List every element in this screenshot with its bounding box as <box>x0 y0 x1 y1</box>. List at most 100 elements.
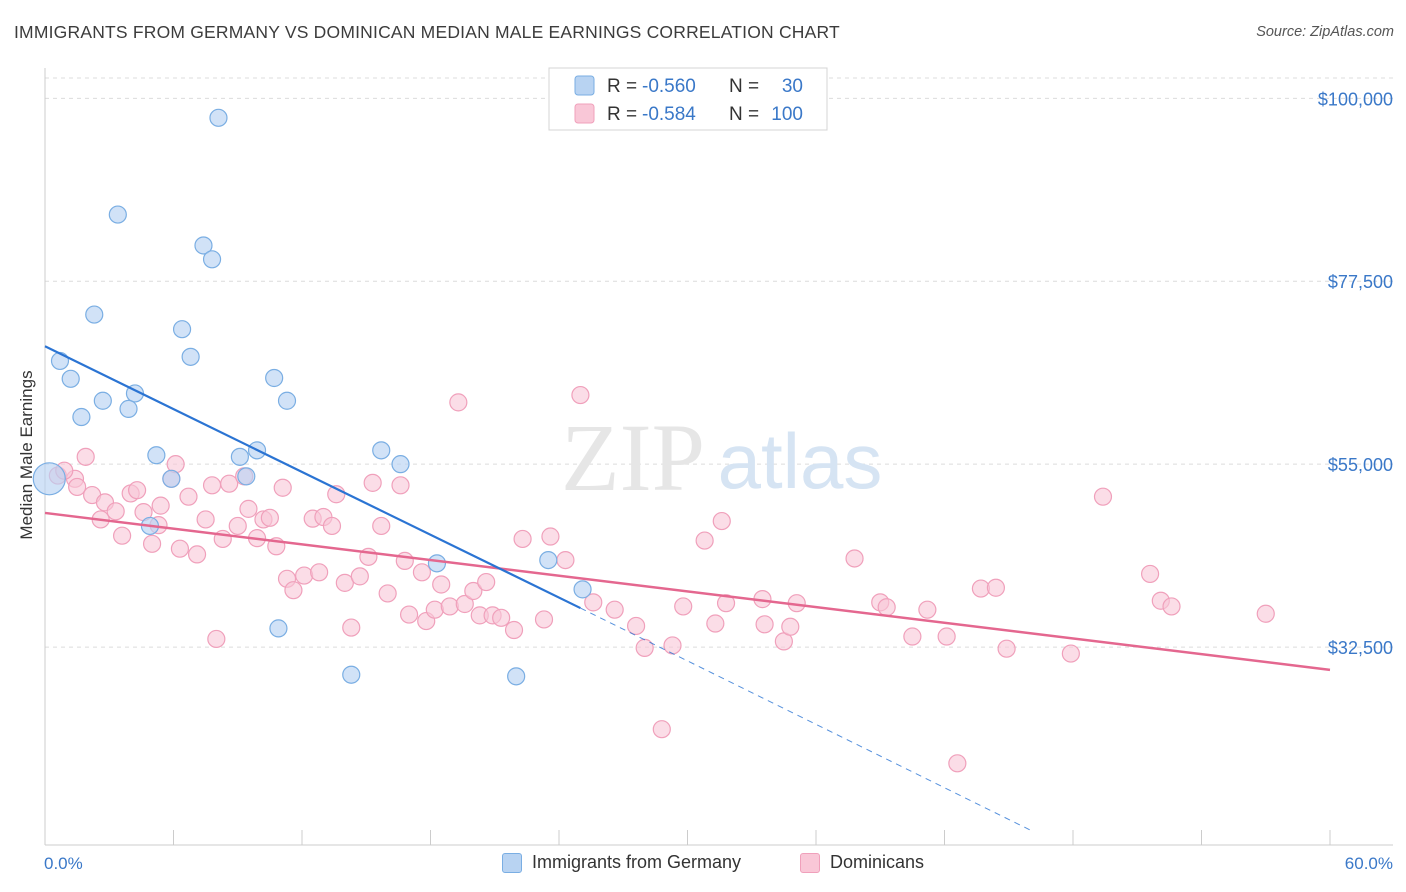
x-tick-label-max: 60.0% <box>1345 854 1393 873</box>
stats-r-label-2: R = <box>607 104 637 125</box>
dominicans-point <box>716 594 736 613</box>
stats-legend-box <box>548 67 828 131</box>
dominicans-point <box>220 474 239 493</box>
dominicans-point <box>712 511 731 531</box>
legend-item-germany[interactable]: Immigrants from Germany <box>502 852 741 873</box>
dominicans-point <box>635 638 654 657</box>
dominicans-point <box>207 629 226 649</box>
dominicans-point <box>378 584 397 603</box>
dominicans-point <box>322 516 342 536</box>
dominicans-point <box>350 567 369 586</box>
dominicans-point <box>372 516 391 536</box>
germany-point <box>93 391 112 410</box>
dominicans-point <box>571 385 590 405</box>
stats-n-label-2: N = <box>729 104 759 125</box>
germany-point <box>162 469 181 488</box>
stats-swatch-pink <box>574 103 595 124</box>
germany-point <box>230 447 249 466</box>
watermark: ZIP atlas <box>561 404 882 511</box>
dominicans-point <box>170 539 190 558</box>
dominicans-point <box>706 614 725 633</box>
stats-r-label-1: R = <box>607 76 637 97</box>
dominicans-point <box>504 620 524 640</box>
watermark-atlas: atlas <box>718 417 883 505</box>
dominicans-point <box>918 600 937 619</box>
dominicans-point <box>295 566 314 585</box>
legend-item-dominicans[interactable]: Dominicans <box>800 852 924 873</box>
dominicans-point <box>455 594 474 614</box>
dominicans-point <box>342 618 361 637</box>
dominicans-point <box>755 615 774 634</box>
dominicans-point <box>310 563 329 582</box>
stats-r-value-2: -0.584 <box>642 104 696 125</box>
y-tick-label: $32,500 <box>1328 638 1393 658</box>
dominicans-points <box>48 385 1275 773</box>
dominicans-point <box>903 627 922 646</box>
germany-point <box>194 236 213 255</box>
dominicans-point <box>151 496 170 515</box>
dominicans-point <box>663 636 682 655</box>
dominicans-point <box>391 476 410 495</box>
dominicans-point <box>425 600 444 619</box>
germany-trend-line <box>44 345 581 610</box>
y-tick-label: $100,000 <box>1318 89 1393 109</box>
dominicans-point <box>432 575 451 594</box>
dominicans-point <box>196 510 215 529</box>
grid-layer <box>45 77 1393 648</box>
stats-n-value-1: 30 <box>782 76 803 97</box>
dominicans-point <box>187 545 207 564</box>
germany-point <box>50 351 70 371</box>
dominicans-point <box>513 529 532 549</box>
dominicans-point <box>986 578 1006 597</box>
germany-point <box>391 455 410 474</box>
watermark-zip: ZIP <box>561 404 705 511</box>
dominicans-point <box>228 516 247 536</box>
germany-point <box>61 369 80 388</box>
dominicans-point <box>335 573 354 592</box>
dominicans-point <box>997 639 1016 658</box>
chart-source: Source: ZipAtlas.com <box>1256 24 1394 40</box>
y-tick-label: $55,000 <box>1328 455 1393 475</box>
stats-swatch-blue <box>574 75 595 96</box>
dominicans-point <box>1162 597 1181 616</box>
dominicans-point <box>1061 644 1080 663</box>
legend-swatch-dominicans <box>800 852 820 873</box>
germany-point <box>539 550 558 570</box>
dominicans-point <box>284 581 303 600</box>
germany-points <box>32 108 592 686</box>
dominicans-point <box>534 610 554 629</box>
y-axis-label: Median Male Earnings <box>17 370 36 539</box>
germany-point <box>172 320 192 339</box>
dominicans-point <box>399 605 419 624</box>
dominicans-point <box>127 481 147 500</box>
x-tick-label-min: 0.0% <box>44 854 83 873</box>
germany-point <box>269 619 288 638</box>
dominicans-point <box>440 597 459 616</box>
germany-point <box>372 441 391 460</box>
dominicans-point <box>1140 564 1160 584</box>
dominicans-point <box>626 616 646 636</box>
dominicans-point <box>106 502 125 521</box>
dominicans-point <box>68 477 87 497</box>
dominicans-point <box>556 550 575 570</box>
dominicans-trend-line <box>44 511 1331 672</box>
dominicans-point <box>477 572 496 592</box>
germany-point <box>427 554 447 573</box>
dominicans-point <box>239 499 258 518</box>
germany-point <box>342 665 361 684</box>
legend-label-dominicans: Dominicans <box>830 852 925 872</box>
stats-r-value-1: -0.560 <box>642 76 696 97</box>
germany-point <box>209 108 228 127</box>
dominicans-point <box>695 531 714 550</box>
germany-point <box>181 347 200 366</box>
dominicans-point <box>142 534 162 553</box>
dominicans-point <box>363 473 382 492</box>
dominicans-point <box>260 508 279 527</box>
legend-label-germany: Immigrants from Germany <box>532 852 742 872</box>
axis-layer: $100,000 $77,500 $55,000 $32,500 <box>44 68 1393 846</box>
dominicans-point <box>948 754 967 773</box>
germany-point <box>147 446 166 465</box>
germany-point <box>507 667 526 686</box>
dominicans-point <box>674 597 693 616</box>
trend-lines <box>44 345 1331 831</box>
